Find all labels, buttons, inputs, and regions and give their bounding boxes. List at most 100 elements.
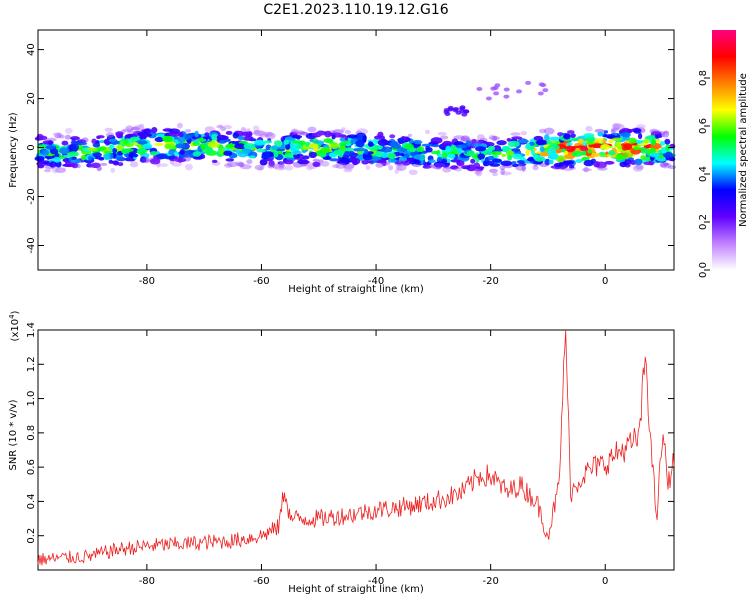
spectrogram-cell <box>368 141 374 148</box>
colorbar: 0.0 0.2 0.4 0.6 0.8 Normalized spectral ampl… <box>698 30 749 278</box>
spectrogram-cell <box>489 168 498 173</box>
spectrogram-cell <box>594 128 605 133</box>
spectrogram-cell <box>591 143 603 149</box>
spectrogram-cell <box>174 151 179 157</box>
spectrogram-cell <box>55 167 67 174</box>
spectrogram-cell <box>388 152 396 160</box>
spectrogram-cell <box>397 137 405 142</box>
spectrogram-cell <box>164 143 176 150</box>
spectrogram-cell <box>515 165 527 171</box>
spectrogram-cell <box>108 144 115 151</box>
spectrogram-cell <box>104 127 114 132</box>
spectrogram-cell <box>156 137 164 142</box>
spectrogram-cell <box>283 159 294 165</box>
spectrogram-cell <box>566 142 573 146</box>
spectrogram-cell <box>396 146 408 154</box>
spectrogram-cell <box>499 165 506 171</box>
spectrogram-cell <box>539 162 549 167</box>
spectrogram-cell <box>604 160 615 165</box>
spectrogram-cell <box>108 138 116 143</box>
spectrogram-cell <box>117 162 124 167</box>
spectrogram-cell <box>223 150 233 156</box>
spectrogram-cell <box>477 153 486 160</box>
spectrogram-cell <box>59 134 65 139</box>
spectrogram-cell <box>296 153 304 157</box>
spectrogram-cell <box>380 140 389 144</box>
spectrogram-cell <box>123 128 133 132</box>
spectrogram-cell <box>312 158 320 162</box>
spectrogram-cell <box>276 146 286 150</box>
spectrogram-cell <box>539 128 547 134</box>
spectrogram-cell <box>292 150 302 155</box>
spectrogram-cell <box>437 132 447 136</box>
spectrogram-x-tick-label: -80 <box>139 276 155 287</box>
spectrogram-cell <box>460 135 470 142</box>
snr-scale-close: ) <box>10 310 21 314</box>
spectrogram-feature-cell <box>503 94 510 99</box>
spectrogram-cell <box>338 151 344 158</box>
spectrogram-cell <box>173 139 179 144</box>
spectrogram-cell <box>70 140 81 145</box>
spectrogram-cell <box>636 124 646 129</box>
spectrogram-y-tick-label: -20 <box>26 188 37 204</box>
spectrogram-cell <box>664 138 671 145</box>
spectrogram-ticks: -80 -60 -40 -20 0 -40 -20 0 20 40 <box>26 30 674 287</box>
spectrogram-cell <box>507 154 513 161</box>
snr-x-axis-label: Height of straight line (km) <box>288 584 424 595</box>
spectrogram-cell <box>179 149 185 155</box>
spectrogram-cell <box>511 136 523 140</box>
spectrogram-cell <box>394 169 399 174</box>
snr-x-tick-label: -20 <box>482 576 498 587</box>
spectrogram-cell <box>583 133 595 138</box>
spectrogram-cell <box>63 164 76 168</box>
spectrogram-cell <box>543 127 555 135</box>
spectrogram-cell <box>623 143 633 151</box>
spectrogram-cell <box>487 145 496 151</box>
snr-y-tick-label: 0.6 <box>26 459 37 475</box>
spectrogram-cell <box>279 164 285 168</box>
spectrogram-cell <box>183 154 192 162</box>
spectrogram-cell <box>257 166 264 172</box>
spectrogram-cell <box>425 129 430 135</box>
spectrogram-cell <box>563 160 575 165</box>
spectrogram-cell <box>61 140 69 146</box>
colorbar-gradient <box>712 30 736 270</box>
spectrogram-cell <box>75 158 81 164</box>
spectrogram-cell <box>50 148 59 155</box>
snr-ticks: -80 -60 -40 -20 0 0.2 0.4 0.6 0.8 1.0 1.2 1.4 <box>26 322 674 587</box>
spectrogram-cell <box>142 143 153 150</box>
spectrogram-cell <box>37 164 45 169</box>
spectrogram-cell <box>283 139 290 145</box>
spectrogram-cell <box>253 130 261 135</box>
spectrogram-cell <box>44 155 55 159</box>
spectrogram-cell <box>246 131 253 137</box>
spectrogram-cell <box>476 134 485 141</box>
spectrogram-frame <box>37 29 675 271</box>
spectrogram-cell <box>633 127 642 134</box>
spectrogram-cell <box>151 127 158 133</box>
snr-x-tick-label: 0 <box>602 576 608 587</box>
spectrogram-cell <box>138 123 145 127</box>
spectrogram-cell <box>539 146 545 153</box>
colorbar-tick-label: 0.4 <box>698 166 709 182</box>
spectrogram-cell <box>272 151 279 158</box>
spectrogram-cell <box>470 158 476 164</box>
spectrogram-feature-cell <box>538 82 545 87</box>
spectrogram-cell <box>492 172 498 177</box>
spectrogram-cell <box>94 156 105 160</box>
spectrogram-cell <box>544 134 550 141</box>
spectrogram-cell <box>475 166 485 170</box>
spectrogram-cell <box>388 165 394 171</box>
spectrogram-cell <box>211 133 219 141</box>
spectrogram-cell <box>422 165 432 169</box>
spectrogram-feature-cell <box>485 96 492 101</box>
spectrogram-cell <box>460 136 470 142</box>
spectrogram-cell <box>158 163 169 167</box>
spectrogram-cell <box>92 152 102 158</box>
spectrogram-cell <box>412 159 421 164</box>
spectrogram-cell <box>63 154 73 158</box>
spectrogram-cell <box>343 168 353 173</box>
spectrogram-cell <box>42 149 49 156</box>
spectrogram-cell <box>365 165 371 170</box>
spectrogram-cell <box>44 169 51 173</box>
